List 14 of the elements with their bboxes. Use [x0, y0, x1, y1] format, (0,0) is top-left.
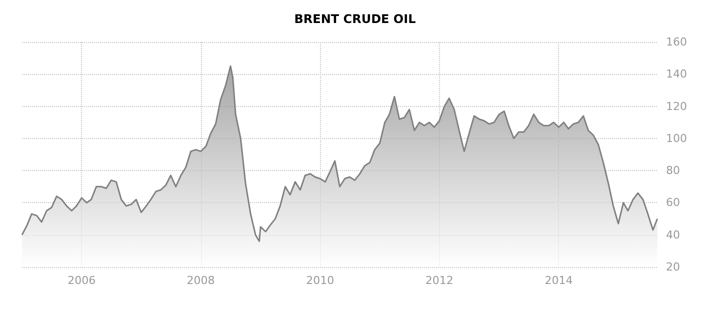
y-tick-label: 140 — [666, 68, 687, 81]
y-tick-label: 40 — [666, 228, 680, 242]
y-tick-label: 80 — [666, 164, 680, 178]
y-tick-label: 160 — [666, 36, 687, 48]
y-tick-label: 100 — [666, 132, 687, 145]
x-tick-label: 2010 — [306, 274, 334, 287]
x-tick-label: 2014 — [544, 274, 573, 287]
x-tick-label: 2012 — [425, 274, 454, 287]
y-tick-label: 60 — [666, 196, 680, 210]
chart-title: BRENT CRUDE OIL — [294, 12, 416, 26]
x-tick-label: 2008 — [186, 274, 215, 287]
y-tick-label: 20 — [666, 260, 680, 274]
x-tick-label: 2006 — [68, 274, 96, 287]
y-tick-label: 120 — [666, 100, 687, 113]
